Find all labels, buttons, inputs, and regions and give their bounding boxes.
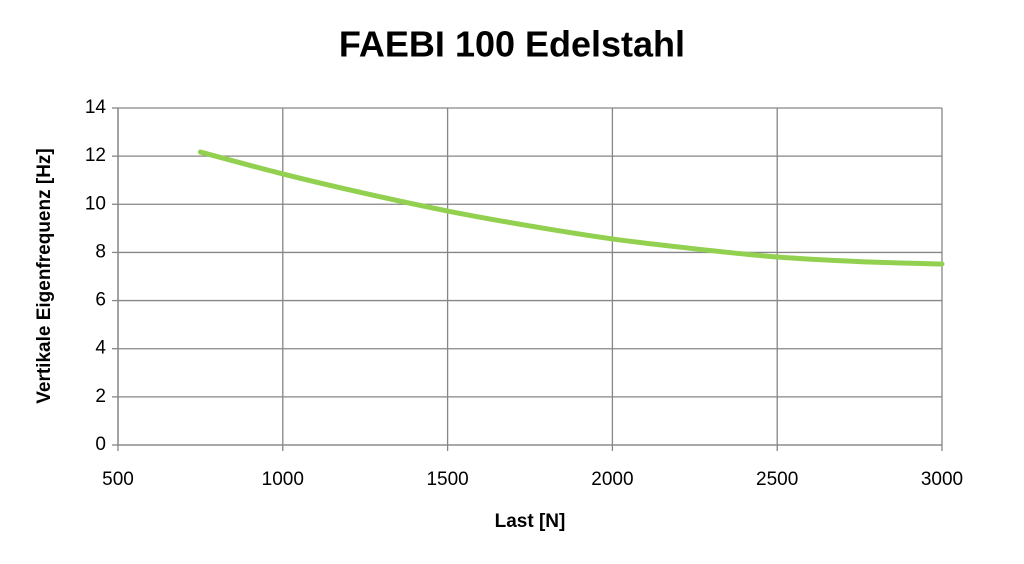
y-tick-label: 6 [95, 290, 106, 311]
y-tick-label: 14 [85, 97, 107, 118]
x-tick-label: 1000 [262, 469, 304, 490]
x-tick-label: 3000 [921, 469, 963, 490]
x-tick-label: 500 [102, 469, 134, 490]
x-tick-label: 1500 [426, 469, 468, 490]
y-tick-label: 10 [85, 193, 106, 214]
y-tick-label: 4 [95, 338, 106, 359]
y-tick-label: 2 [95, 386, 106, 407]
x-tick-label: 2000 [591, 469, 633, 490]
chart-title: FAEBI 100 Edelstahl [339, 24, 685, 65]
x-tick-label: 2500 [756, 469, 798, 490]
data-line [197, 149, 945, 267]
x-axis-title: Last [N] [495, 511, 566, 532]
y-tick-label: 8 [95, 241, 106, 262]
y-axis-title: Vertikale Eigenfrequenz [Hz] [34, 148, 55, 404]
y-tick-label: 0 [95, 434, 106, 455]
y-tick-label: 12 [85, 145, 106, 166]
